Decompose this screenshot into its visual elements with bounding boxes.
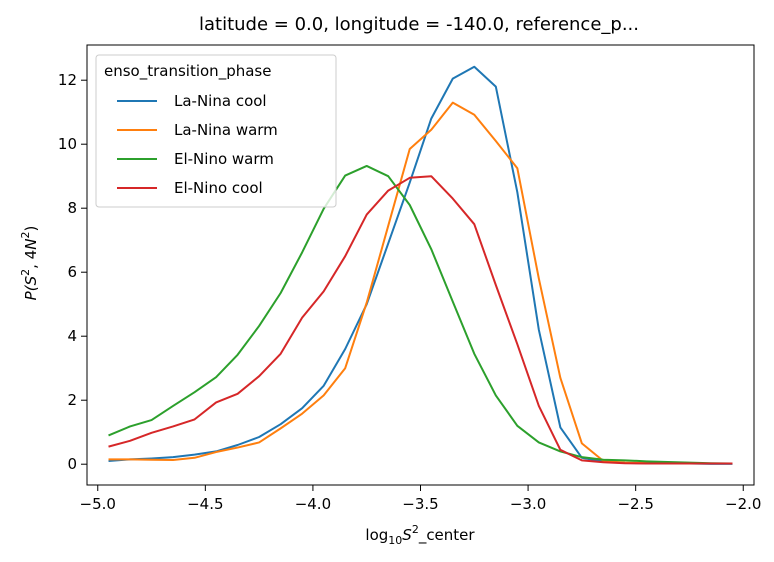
y-tick-label: 12	[58, 71, 77, 89]
y-axis: 0 2 4 6 8 10 12	[58, 71, 87, 473]
x-tick-label: −3.5	[402, 495, 438, 513]
series-line-el-nino-cool	[108, 175, 733, 465]
y-tick-label: 8	[67, 199, 77, 217]
x-tick-label: −2.0	[725, 495, 761, 513]
y-axis-label-func: P(	[22, 284, 40, 300]
y-tick-label: 0	[67, 455, 77, 473]
y-tick-label: 4	[67, 327, 77, 345]
legend-box	[95, 54, 337, 208]
legend-entries: La-Nina cool La-Nina warm El-Nino warm El-N…	[117, 92, 278, 197]
y-axis-label: P(S2, 4N2)	[19, 226, 40, 301]
series-layer	[108, 65, 733, 465]
legend-label-la-nina-warm: La-Nina warm	[174, 121, 278, 139]
x-tick-label: −4.0	[295, 495, 331, 513]
legend-title: enso_transition_phase	[104, 62, 271, 81]
y-tick-label: 6	[67, 263, 77, 281]
series-line-el-nino-warm	[108, 164, 733, 465]
y-axis-label-n-superscript: 2	[19, 232, 32, 239]
x-axis-label-variable: S	[402, 526, 412, 544]
y-axis-label-s: S	[22, 275, 40, 285]
y-axis-label-separator: , 4	[22, 250, 40, 269]
y-axis-label-s-superscript: 2	[19, 269, 32, 276]
x-axis-label-prefix: log	[365, 526, 388, 544]
chart-title: latitude = 0.0, longitude = -140.0, refe…	[199, 14, 639, 35]
legend-label-el-nino-cool: El-Nino cool	[174, 179, 263, 197]
x-axis-label: log10S2_center	[365, 523, 475, 547]
y-tick-label: 10	[58, 135, 77, 153]
y-axis-label-close: )	[22, 226, 40, 232]
x-tick-label: −2.5	[617, 495, 653, 513]
legend-label-la-nina-cool: La-Nina cool	[174, 92, 267, 110]
x-tick-label: −4.5	[187, 495, 223, 513]
legend: enso_transition_phase La-Nina coolLa-Nin…	[95, 54, 337, 208]
x-tick-label: −5.0	[80, 495, 116, 513]
x-axis-label-subscript: 10	[388, 534, 402, 547]
x-tick-label: −3.0	[510, 495, 546, 513]
legend-label-el-nino-warm: El-Nino warm	[174, 150, 274, 168]
x-axis-label-superscript: 2	[412, 523, 419, 536]
y-tick-label: 2	[67, 391, 77, 409]
y-axis-label-n: N	[22, 239, 40, 250]
x-axis-label-suffix: _center	[418, 526, 476, 545]
x-axis: −5.0 −4.5 −4.0 −3.5 −3.0 −2.5 −2.0	[80, 485, 761, 513]
